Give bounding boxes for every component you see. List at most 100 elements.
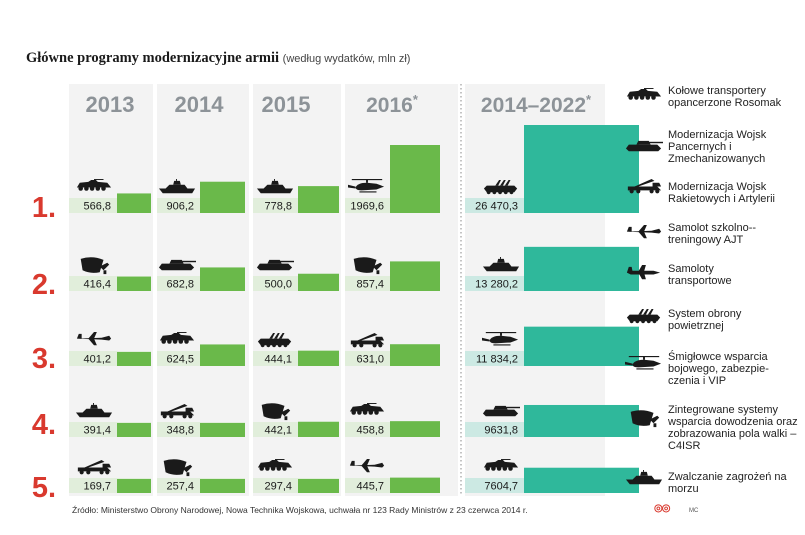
legend-label-helicopter: Śmigłowce wsparcia bojowego, zabezpie-cz… xyxy=(668,351,769,387)
data-label: 391,4 xyxy=(83,425,111,437)
legend-label-c4isr: Zintegrowane systemy wsparcia dowodzenia… xyxy=(668,404,798,452)
ajt-icon xyxy=(349,459,385,473)
data-label: 906,2 xyxy=(166,201,194,213)
bar xyxy=(200,423,245,437)
data-label: 445,7 xyxy=(356,481,384,493)
data-label: 458,8 xyxy=(356,425,384,437)
rosomak-icon xyxy=(76,179,112,191)
legend-label-transport: Samoloty transportowe xyxy=(668,263,732,287)
data-label: 9631,8 xyxy=(484,425,518,437)
bar xyxy=(200,267,245,291)
data-label: 13 280,2 xyxy=(475,279,518,291)
column-header: 2014 xyxy=(175,92,225,117)
publisher-logo-icon: ◎◎ xyxy=(654,503,670,514)
bar xyxy=(390,477,440,493)
legend-label-armored: Modernizacja Wojsk Pancernych i Zmechani… xyxy=(668,129,767,165)
rosomak-icon xyxy=(159,332,195,344)
armored-icon xyxy=(256,259,294,271)
data-label: 857,4 xyxy=(356,279,384,291)
data-label: 348,8 xyxy=(166,425,194,437)
data-label: 566,8 xyxy=(83,201,111,213)
legend-label-navy: Zwalczanie zagrożeń na morzu xyxy=(668,471,787,495)
chart-subtitle: (według wydatków, mln zł) xyxy=(282,53,411,65)
c4isr-icon xyxy=(630,410,660,428)
rosomak-icon xyxy=(257,459,293,471)
c4isr-icon xyxy=(261,403,291,421)
artillery-icon xyxy=(350,332,385,348)
bar xyxy=(524,467,639,493)
bar xyxy=(390,344,440,366)
navy-icon xyxy=(158,179,196,194)
data-label: 624,5 xyxy=(166,354,194,366)
bar xyxy=(524,404,639,437)
bar xyxy=(117,193,151,213)
bar xyxy=(200,479,245,493)
helicopter-icon xyxy=(625,356,662,370)
bar xyxy=(117,276,151,291)
c4isr-icon xyxy=(353,257,383,275)
navy-icon xyxy=(482,257,520,272)
bar xyxy=(117,423,151,437)
bar xyxy=(298,479,339,493)
bar xyxy=(390,261,440,291)
data-label: 26 470,3 xyxy=(475,201,518,213)
legend-label-ajt: Samolot szkolno--treningowy AJT xyxy=(668,222,757,246)
data-label: 257,4 xyxy=(166,481,194,493)
armored-icon xyxy=(158,259,196,271)
legend-label-rosomak: Kołowe transportery opancerzone Rosomak xyxy=(668,85,782,109)
bar xyxy=(200,344,245,366)
column-header: 2016* xyxy=(366,92,419,117)
data-label: 169,7 xyxy=(83,481,111,493)
helicopter-icon xyxy=(482,332,519,346)
bar xyxy=(298,350,339,366)
rank-number: 2. xyxy=(32,269,56,301)
data-label: 682,8 xyxy=(166,279,194,291)
rank-circle xyxy=(19,398,69,448)
chart-title: Główne programy modernizacyjne armii (we… xyxy=(26,50,411,66)
rosomak-icon xyxy=(349,403,385,415)
data-label: 297,4 xyxy=(264,481,292,493)
ajt-icon xyxy=(626,225,662,239)
source-note: Źródło: Ministerstwo Obrony Narodowej, N… xyxy=(72,505,528,515)
data-label: 631,0 xyxy=(356,354,384,366)
bar xyxy=(524,246,639,291)
rank-circle xyxy=(19,258,69,308)
c4isr-icon xyxy=(163,459,193,477)
air-defense-icon xyxy=(257,332,292,348)
bar xyxy=(298,273,339,291)
legend-label-air-defense: System obrony powietrznej xyxy=(668,308,742,332)
bar xyxy=(390,421,440,437)
rank-number: 3. xyxy=(32,343,56,375)
data-label: 11 834,2 xyxy=(476,354,518,366)
data-label: 442,1 xyxy=(264,425,292,437)
column-header: 2014–2022* xyxy=(481,92,592,117)
data-label: 401,2 xyxy=(83,354,111,366)
bar xyxy=(298,421,339,437)
data-label: 1969,6 xyxy=(350,201,384,213)
bar xyxy=(524,326,639,366)
bar xyxy=(117,352,151,366)
artillery-icon xyxy=(77,459,112,475)
data-label: 778,8 xyxy=(264,201,292,213)
c4isr-icon xyxy=(80,257,110,275)
column-header: 2015 xyxy=(262,92,311,117)
bar xyxy=(524,125,639,213)
author-credit: MC xyxy=(689,508,699,514)
rosomak-icon xyxy=(483,459,519,471)
data-label: 500,0 xyxy=(264,279,292,291)
navy-icon xyxy=(75,403,113,418)
navy-icon xyxy=(625,470,663,485)
bar xyxy=(200,181,245,213)
rank-number: 1. xyxy=(32,192,56,224)
data-label: 444,1 xyxy=(264,354,292,366)
rank-circle xyxy=(19,461,69,511)
ajt-icon xyxy=(76,332,112,346)
artillery-icon xyxy=(160,403,195,419)
legend-label-artillery: Modernizacja Wojsk Rakietowych i Artyler… xyxy=(668,181,775,205)
navy-icon xyxy=(256,179,294,194)
air-defense-icon xyxy=(483,179,518,195)
rank-number: 4. xyxy=(32,409,56,441)
armored-icon xyxy=(625,140,663,152)
